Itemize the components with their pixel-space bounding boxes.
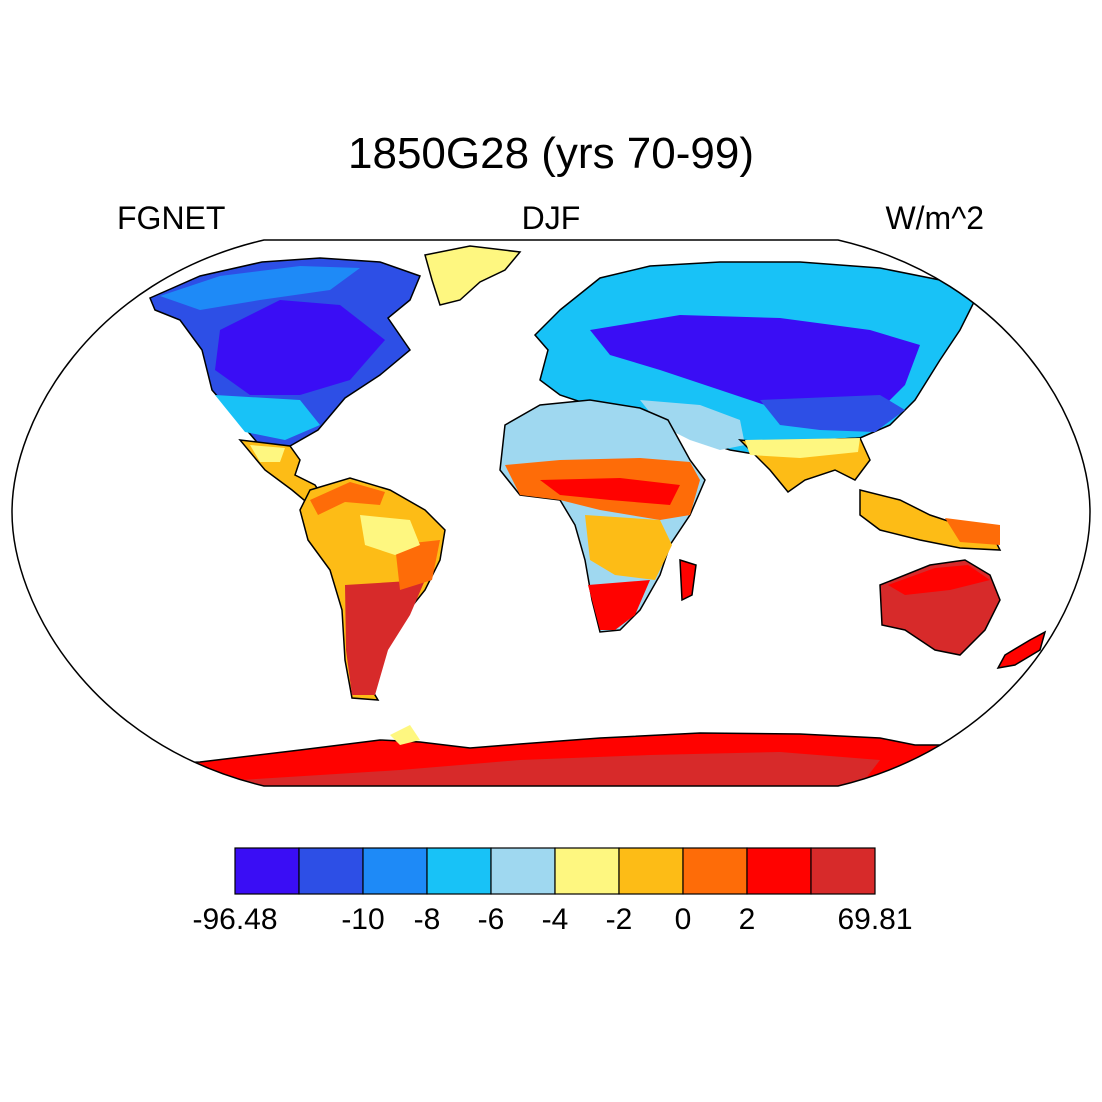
australia-north: [888, 565, 990, 595]
colorbar-swatch-8: [746, 847, 812, 895]
antarctic-peninsula: [390, 725, 420, 745]
season-label: DJF: [521, 200, 581, 236]
colorbar-swatch-1: [298, 847, 364, 895]
map-border: [11, 239, 1091, 787]
east-asia: [760, 395, 905, 432]
new-guinea: [945, 518, 1000, 545]
colorbar-tick-label: 0: [674, 903, 692, 936]
units-label: W/m^2: [885, 200, 984, 236]
colorbar-swatch-9: [810, 847, 876, 895]
colorbar-tick-label: 69.81: [837, 903, 913, 936]
colorbar-tick-label: -6: [477, 903, 505, 936]
greenland: [424, 245, 522, 306]
colorbar-swatch-0: [234, 847, 300, 895]
colorbar-tick-label: -10: [341, 903, 385, 936]
south-america-south: [345, 580, 425, 695]
colorbar-tick-label: -2: [605, 903, 633, 936]
colorbar: [234, 847, 876, 895]
colorbar-swatch-5: [554, 847, 620, 895]
south-asia-north: [745, 438, 860, 458]
colorbar-swatch-4: [490, 847, 556, 895]
north-america-core: [215, 300, 385, 395]
colorbar-swatch-6: [618, 847, 684, 895]
south-america-ring: [310, 482, 385, 515]
colorbar-tick-label: -4: [541, 903, 569, 936]
middle-east: [640, 400, 745, 450]
southern-africa: [588, 580, 650, 630]
madagascar: [679, 558, 697, 602]
amazon-basin: [360, 515, 420, 555]
mexico-highlands: [250, 445, 285, 462]
siberia-cold-core: [590, 315, 920, 418]
south-america-east: [395, 540, 440, 590]
colorbar-swatch-3: [426, 847, 492, 895]
colorbar-swatch-2: [362, 847, 428, 895]
land-fill-layer: [12, 245, 1090, 786]
colorbar-tick-label: -8: [413, 903, 441, 936]
colorbar-tick-label: 2: [738, 903, 756, 936]
variable-label: FGNET: [117, 200, 226, 236]
sahel-red: [540, 478, 680, 505]
equatorial-africa: [585, 515, 672, 580]
antarctica-interior: [240, 752, 880, 786]
colorbar-tick-label: -96.48: [192, 903, 278, 936]
map-title: 1850G28 (yrs 70-99): [348, 129, 754, 178]
colorbar-swatch-7: [682, 847, 748, 895]
north-america-south: [215, 395, 320, 440]
new-zealand: [996, 630, 1047, 670]
north-america-north: [160, 266, 360, 310]
